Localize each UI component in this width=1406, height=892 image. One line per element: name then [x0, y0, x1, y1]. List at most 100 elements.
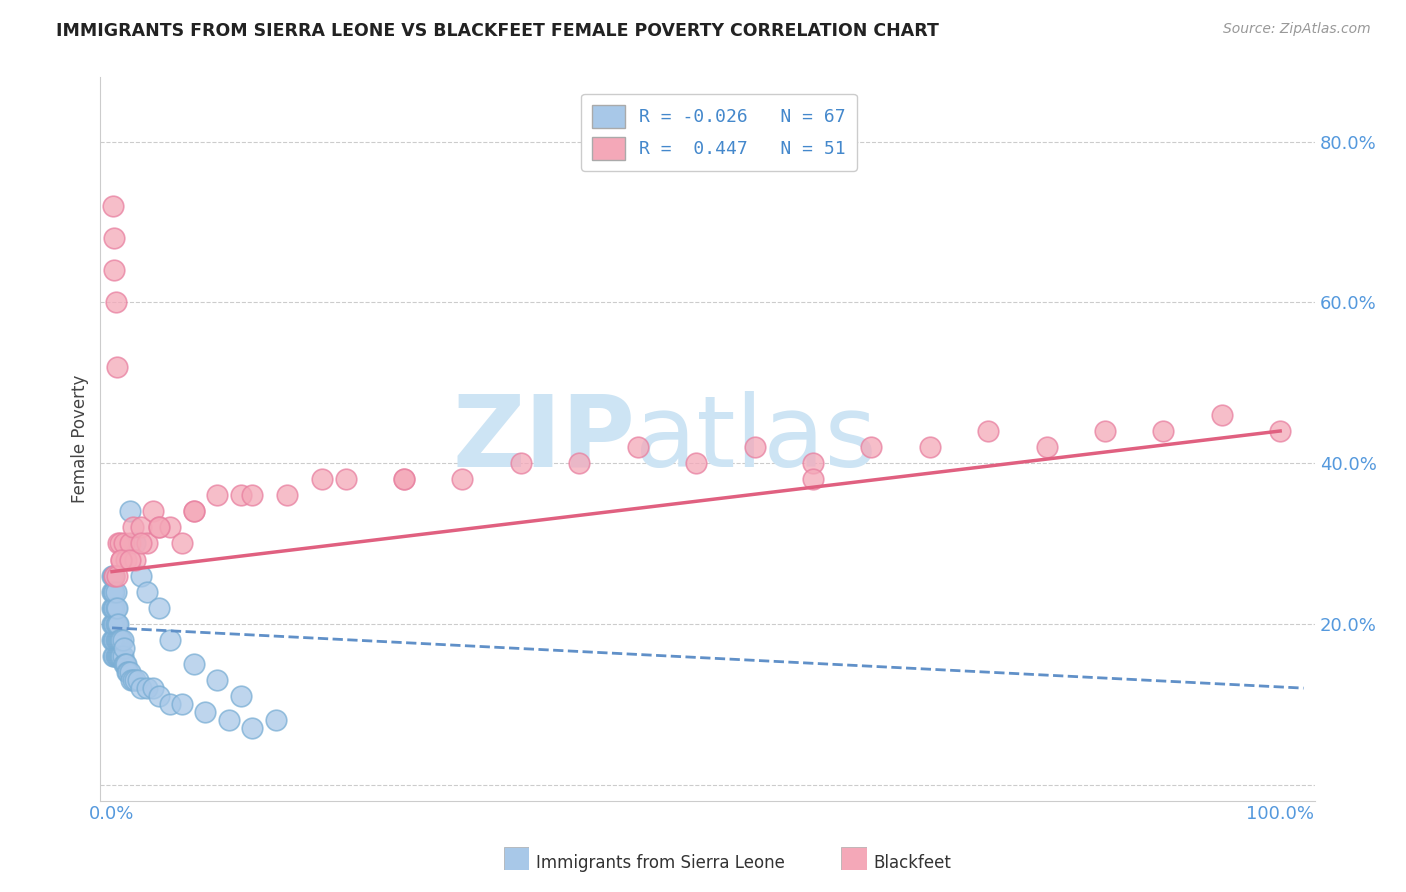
Point: [108, 648, 131, 663]
Point: [103, 568, 125, 582]
Point: [110, 632, 132, 647]
Point: [392, 472, 415, 486]
Point: [509, 456, 531, 470]
Point: [105, 568, 128, 582]
Text: atlas: atlas: [636, 391, 876, 488]
Point: [159, 520, 181, 534]
Point: [1268, 424, 1291, 438]
Point: [107, 616, 129, 631]
Point: [107, 632, 129, 647]
Point: [142, 681, 165, 695]
Y-axis label: Female Poverty: Female Poverty: [72, 375, 89, 503]
Point: [240, 721, 263, 735]
Point: [129, 681, 152, 695]
Point: [159, 632, 181, 647]
Text: Immigrants from Sierra Leone: Immigrants from Sierra Leone: [536, 854, 785, 871]
Point: [110, 552, 132, 566]
Point: [142, 504, 165, 518]
Point: [118, 504, 141, 518]
Point: [977, 424, 1000, 438]
Point: [115, 552, 138, 566]
Point: [120, 673, 142, 687]
Point: [451, 472, 474, 486]
Point: [101, 600, 124, 615]
Point: [159, 697, 181, 711]
Point: [1211, 408, 1233, 422]
Point: [114, 657, 136, 671]
Point: [127, 673, 149, 687]
Point: [172, 536, 194, 550]
Point: [104, 616, 127, 631]
Point: [117, 665, 139, 679]
Point: [105, 616, 128, 631]
Point: [101, 584, 124, 599]
Text: Source: ZipAtlas.com: Source: ZipAtlas.com: [1223, 22, 1371, 37]
Point: [103, 199, 125, 213]
Text: IMMIGRANTS FROM SIERRA LEONE VS BLACKFEET FEMALE POVERTY CORRELATION CHART: IMMIGRANTS FROM SIERRA LEONE VS BLACKFEE…: [56, 22, 939, 40]
Point: [744, 440, 766, 454]
Point: [108, 632, 131, 647]
Point: [104, 584, 127, 599]
Point: [335, 472, 357, 486]
Point: [118, 665, 141, 679]
Point: [183, 504, 205, 518]
Point: [172, 697, 194, 711]
Point: [801, 456, 824, 470]
Point: [115, 657, 138, 671]
Point: [860, 440, 883, 454]
Point: [1152, 424, 1174, 438]
Point: [136, 681, 159, 695]
Point: [103, 616, 125, 631]
Point: [108, 632, 131, 647]
Point: [129, 520, 152, 534]
Point: [129, 536, 152, 550]
Point: [122, 673, 145, 687]
Point: [918, 440, 941, 454]
Point: [276, 488, 298, 502]
Text: Blackfeet: Blackfeet: [873, 854, 952, 871]
Point: [568, 456, 591, 470]
Point: [129, 568, 152, 582]
Point: [148, 600, 170, 615]
Point: [111, 648, 134, 663]
Point: [264, 713, 287, 727]
Point: [105, 632, 128, 647]
Point: [124, 552, 146, 566]
Point: [104, 632, 127, 647]
Point: [218, 713, 240, 727]
Point: [122, 520, 145, 534]
Point: [103, 648, 125, 663]
Point: [392, 472, 415, 486]
Point: [111, 632, 134, 647]
Point: [801, 472, 824, 486]
Point: [101, 568, 124, 582]
Point: [105, 648, 128, 663]
Point: [103, 632, 125, 647]
Point: [103, 231, 125, 245]
Point: [229, 689, 252, 703]
Point: [118, 536, 141, 550]
Point: [124, 536, 146, 550]
Point: [103, 584, 125, 599]
Point: [110, 648, 132, 663]
Point: [112, 536, 135, 550]
Point: [685, 456, 707, 470]
Point: [136, 536, 159, 550]
Point: [108, 536, 131, 550]
Point: [103, 568, 125, 582]
Point: [1035, 440, 1057, 454]
Point: [110, 552, 132, 566]
Point: [627, 440, 650, 454]
Point: [103, 584, 125, 599]
Text: ZIP: ZIP: [451, 391, 636, 488]
Point: [112, 640, 135, 655]
Point: [103, 648, 125, 663]
Point: [183, 504, 205, 518]
Point: [104, 600, 127, 615]
Point: [101, 616, 124, 631]
Point: [183, 657, 205, 671]
Point: [105, 600, 128, 615]
Point: [103, 568, 125, 582]
Point: [103, 632, 125, 647]
Point: [103, 600, 125, 615]
